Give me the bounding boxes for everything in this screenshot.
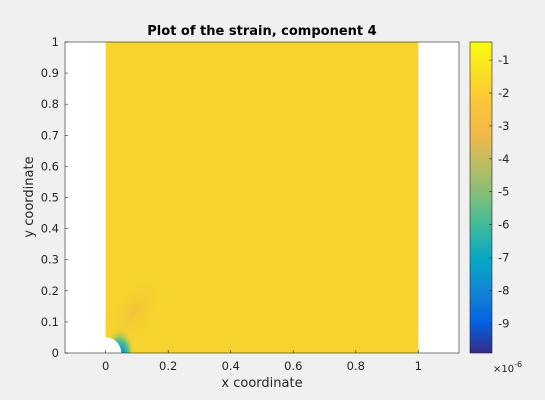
x-tick-label: 0 <box>102 359 109 373</box>
x-axis: 0 0.2 0.4 0.6 0.8 1 <box>102 350 422 373</box>
colorbar-ticks: -1 -2 -3 -4 -5 -6 -7 -8 -9 <box>489 53 509 330</box>
y-tick-label: 0.2 <box>41 284 59 298</box>
colorbar-exponent: ×10-6 <box>493 360 522 375</box>
x-tick-label: 0.4 <box>222 359 240 373</box>
y-tick-label: 0.1 <box>41 315 59 329</box>
colorbar-tick-label: -2 <box>498 86 509 100</box>
colorbar-tick-label: -3 <box>498 119 509 133</box>
x-tick-label: 1 <box>415 359 422 373</box>
hole <box>90 337 122 353</box>
y-tick-label: 0.6 <box>41 159 59 173</box>
y-tick-label: 1 <box>52 35 59 49</box>
x-axis-label: x coordinate <box>221 376 302 391</box>
colorbar-tick-label: -8 <box>498 283 509 297</box>
y-tick-label: 0.9 <box>41 66 59 80</box>
x-tick-label: 0.6 <box>284 359 302 373</box>
colorbar-tick-label: -4 <box>498 152 509 166</box>
colorbar-tick-label: -9 <box>498 316 509 330</box>
colorbar-tick-label: -1 <box>498 53 509 67</box>
y-tick-label: 0.3 <box>41 253 59 267</box>
x-tick-label: 0.8 <box>347 359 365 373</box>
y-axis: 0 0.1 0.2 0.3 0.4 0.5 0.6 0.7 0.8 0.9 1 <box>41 35 68 360</box>
y-tick-label: 0 <box>52 346 59 360</box>
y-axis-label: y coordinate <box>22 156 37 237</box>
y-tick-label: 0.8 <box>41 97 59 111</box>
colorbar-tick-label: -7 <box>498 251 509 265</box>
y-tick-label: 0.5 <box>41 191 59 205</box>
colorbar-tick-label: -6 <box>498 218 509 232</box>
chart-title: Plot of the strain, component 4 <box>147 24 376 39</box>
plot-area <box>90 42 419 353</box>
colorbar-tick-label: -5 <box>498 185 509 199</box>
x-tick-label: 0.2 <box>159 359 177 373</box>
y-tick-label: 0.7 <box>41 128 59 142</box>
axes-box <box>64 41 460 354</box>
y-tick-label: 0.4 <box>41 222 59 236</box>
colorbar <box>469 41 493 354</box>
